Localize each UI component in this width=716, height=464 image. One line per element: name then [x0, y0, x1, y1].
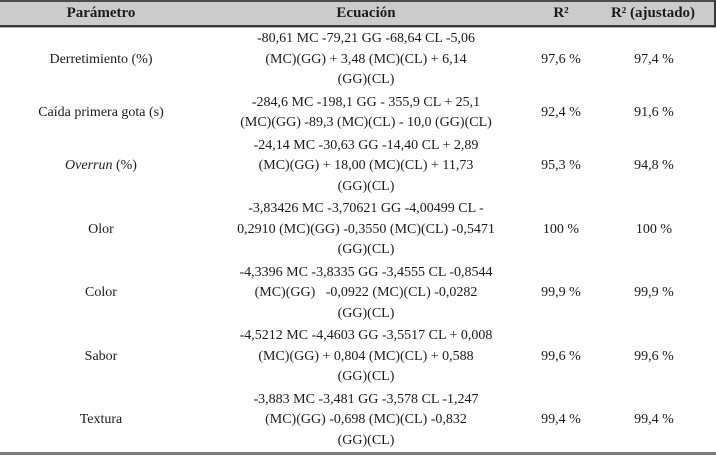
- param-text: Color: [85, 285, 117, 300]
- equation-line: -3,883 MC -3,481 GG -3,578 CL -1,247: [253, 391, 479, 407]
- table-row: Textura -3,883 MC -3,481 GG -3,578 CL -1…: [0, 389, 716, 455]
- table-row: Color -4,3396 MC -3,8335 GG -3,4555 CL -…: [0, 262, 716, 326]
- equation-line: (GG)(CL): [337, 369, 395, 384]
- r2-adjusted-cell: 94,8 %: [634, 158, 674, 173]
- r2-cell: 99,4 %: [530, 389, 592, 455]
- header-parametro: Parámetro: [0, 0, 202, 27]
- header-r2-ajustado: R² (ajustado): [592, 0, 716, 27]
- param-text: (%): [112, 158, 137, 173]
- table-row: Sabor -4,5212 MC -4,4603 GG -3,5517 CL +…: [0, 325, 716, 389]
- equation-line: -3,83426 MC -3,70621 GG -4,00499 CL -: [248, 201, 484, 216]
- param-cell: Textura: [0, 389, 202, 455]
- equation-cell: -24,14 MC -30,63 GG -14,40 CL + 2,89 (MC)…: [202, 135, 530, 199]
- r2-adjusted-cell: 99,4 %: [592, 389, 716, 455]
- equation-cell: -3,883 MC -3,481 GG -3,578 CL -1,247 (MC)…: [202, 389, 530, 455]
- r2-adjusted-cell: 99,6 %: [634, 348, 674, 364]
- equation-cell: -3,83426 MC -3,70621 GG -4,00499 CL - 0,2…: [202, 198, 530, 262]
- param-cell: Caída primera gota (s): [0, 92, 202, 135]
- r2-cell: 99,9 %: [541, 285, 581, 300]
- equation-cell: -4,3396 MC -3,8335 GG -3,4555 CL -0,8544…: [202, 262, 530, 326]
- param-cell: Olor: [0, 198, 202, 262]
- equation-line: (MC)(GG) -89,3 (MC)(CL) - 10,0 (GG)(CL): [240, 115, 492, 130]
- equation-line: (GG)(CL): [337, 242, 395, 257]
- param-cell: Sabor: [0, 325, 202, 389]
- param-text: Overrun: [65, 158, 113, 173]
- equation-line: -4,3396 MC -3,8335 GG -3,4555 CL -0,8544: [239, 264, 493, 280]
- table-row: Olor -3,83426 MC -3,70621 GG -4,00499 CL…: [0, 198, 716, 262]
- r2-cell: 100 %: [542, 221, 580, 237]
- table-row: Overrun (%) -24,14 MC -30,63 GG -14,40 C…: [0, 135, 716, 199]
- equation-line: -24,14 MC -30,63 GG -14,40 CL + 2,89: [253, 137, 479, 153]
- equation-line: (GG)(CL): [337, 72, 395, 87]
- r2-adjusted-cell: 97,4 %: [592, 27, 716, 92]
- equation-line: (MC)(GG) + 18,00 (MC)(CL) + 11,73: [258, 158, 474, 173]
- table-row: Derretimiento (%) -80,61 MC -79,21 GG -6…: [0, 27, 716, 92]
- r2-cell: 92,4 %: [541, 104, 581, 120]
- equation-line: (MC)(GG) -0,698 (MC)(CL) -0,832: [265, 412, 467, 427]
- equation-line: 0,2910 (MC)(GG) -0,3550 (MC)(CL) -0,5471: [237, 221, 495, 237]
- param-text: Sabor: [84, 348, 118, 364]
- equation-line: (GG)(CL): [337, 305, 395, 321]
- r2-cell: 99,6 %: [541, 348, 581, 364]
- r2-adjusted-cell: 91,6 %: [634, 104, 674, 120]
- equation-line: (GG)(CL): [337, 432, 395, 448]
- equation-line: (MC)(GG) + 0,804 (MC)(CL) + 0,588: [258, 348, 474, 364]
- param-text: Derretimiento (%): [49, 51, 153, 67]
- equation-line: (GG)(CL): [337, 178, 395, 194]
- param-cell: Color: [0, 262, 202, 326]
- equation-line: (MC)(GG) + 3,48 (MC)(CL) + 6,14: [265, 51, 467, 67]
- equation-cell: -4,5212 MC -4,4603 GG -3,5517 CL + 0,008…: [202, 325, 530, 389]
- r2-cell: 95,3 %: [541, 158, 581, 173]
- header-ecuacion: Ecuación: [202, 0, 530, 27]
- header-r2: R²: [530, 0, 592, 27]
- equation-cell: -284,6 MC -198,1 GG - 355,9 CL + 25,1 (MC…: [202, 92, 530, 135]
- equation-line: -284,6 MC -198,1 GG - 355,9 CL + 25,1: [251, 94, 481, 110]
- param-text: Olor: [88, 221, 114, 237]
- r2-adjusted-cell: 100 %: [635, 221, 673, 237]
- param-text: Textura: [79, 412, 123, 427]
- equation-line: (MC)(GG) -0,0922 (MC)(CL) -0,0282: [254, 285, 478, 300]
- r2-adjusted-cell: 99,9 %: [634, 285, 674, 300]
- header-row: Parámetro Ecuación R² R² (ajustado): [0, 0, 716, 27]
- table-row: Caída primera gota (s) -284,6 MC -198,1 …: [0, 92, 716, 135]
- equation-cell: -80,61 MC -79,21 GG -68,64 CL -5,06 (MC)(…: [202, 27, 530, 92]
- r2-cell: 97,6 %: [530, 27, 592, 92]
- equation-line: -4,5212 MC -4,4603 GG -3,5517 CL + 0,008: [239, 328, 493, 343]
- param-cell: Derretimiento (%): [0, 27, 202, 92]
- equation-line: -80,61 MC -79,21 GG -68,64 CL -5,06: [256, 31, 476, 46]
- table-body: Derretimiento (%) -80,61 MC -79,21 GG -6…: [0, 27, 716, 455]
- param-cell: Overrun (%): [0, 135, 202, 199]
- param-text: Caída primera gota (s): [38, 104, 164, 120]
